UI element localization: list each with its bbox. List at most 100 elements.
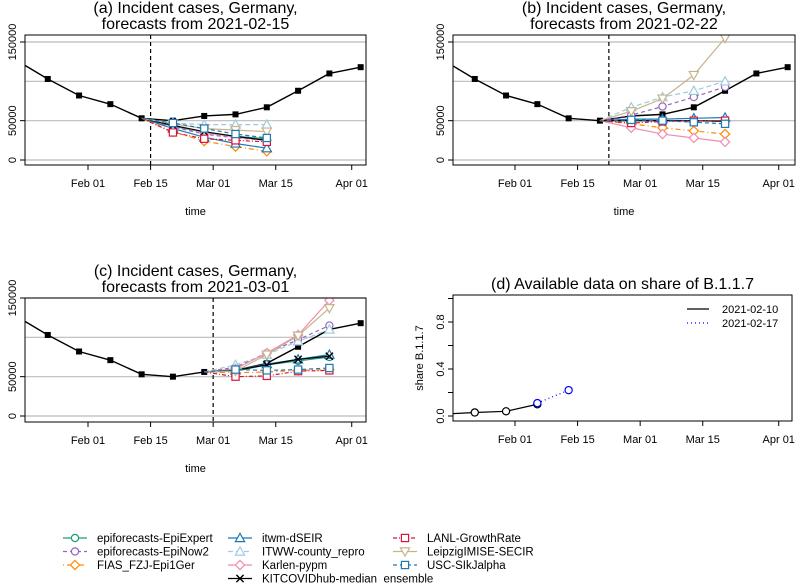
legend-label: 2021-02-17 [722,318,778,330]
data-point [323,304,336,315]
legend-item: USC-SIkJalpha [393,560,506,572]
observed-point [690,104,697,111]
observed-point [295,343,302,350]
observed-point [76,92,83,99]
x-tick-label: Feb 01 [498,178,532,190]
x-tick-label: Mar 15 [259,178,293,190]
legend-label: Karlen-pypm [262,560,327,572]
data-point [657,128,668,140]
y-tick-label: 50000 [435,105,447,136]
observed-point [326,70,333,77]
observed-point [263,104,270,111]
legend-item: itwm-dSEIR [228,532,323,545]
x-tick-label: Apr 01 [336,435,368,447]
observed-point [107,357,114,364]
plot-area [453,35,791,165]
legend-item: ITWW-county_repro [228,545,365,559]
chart-title: (d) Available data on share of B.1.1.7 [491,276,754,293]
x-tick-label: Apr 01 [763,434,795,446]
data-point [656,94,669,105]
series-line [453,403,538,415]
y-tick-label: 150000 [7,280,19,317]
series-line [141,117,267,126]
data-point [689,118,699,127]
data-point [564,385,573,395]
legend-item: epiforecasts-EpiExpert [63,533,213,545]
data-point [720,119,730,129]
data-point [200,124,209,133]
x-tick-label: Feb 15 [133,178,167,190]
y-tick-label: 0.0 [435,408,447,423]
legend-label: LeipzigIMISE-SECIR [427,547,534,559]
x-tick-label: Mar 01 [623,178,657,190]
data-point [688,84,700,95]
y-tick-label: 150000 [7,24,19,61]
observed-point [232,111,239,118]
observed-point [565,115,572,122]
observed-point [138,371,145,378]
data-point [231,365,240,374]
data-point [625,107,637,118]
x-tick-label: Feb 15 [560,434,594,446]
observed-point [201,112,208,119]
legend-label: epiforecasts-EpiExpert [97,533,213,545]
x-tick-label: Mar 15 [259,435,293,447]
x-tick-label: Mar 15 [686,178,720,190]
legend-marker [70,547,80,556]
data-point [262,366,272,375]
data-point [168,128,178,137]
series-Karlen-pypm [599,120,731,148]
plot-area [25,35,364,165]
legend-label: ITWW-county_repro [262,547,365,559]
legend-label: itwm-dSEIR [262,533,323,545]
data-point [501,407,511,416]
series-USC-SIkJalpha [141,117,272,143]
observed-line [25,64,361,122]
x-axis-label: time [614,206,635,218]
series-USC-SIkJalpha [204,363,334,375]
plot-area [453,385,573,417]
data-point [658,116,667,125]
observed-point [784,64,791,71]
data-point [293,355,303,364]
observed-point [44,75,51,82]
chart-title: (a) Incident cases, Germany, [93,0,297,17]
y-tick-label: 150000 [435,24,447,61]
observed-point [107,101,114,108]
x-tick-label: Mar 01 [196,435,230,447]
series-line [537,389,569,404]
series-2021-02-17 [533,385,573,408]
legend-marker [234,532,246,543]
series-line [204,368,330,374]
plot-frame [452,34,796,166]
x-tick-label: Feb 01 [498,434,532,446]
data-point [261,350,273,361]
legend-item: LeipzigIMISE-SECIR [393,547,534,559]
x-axis-label: time [185,463,206,475]
data-point [688,132,700,144]
legend-marker [399,547,411,558]
data-point [231,129,240,139]
legend-marker [400,560,410,570]
panel-d: (d) Available data on share of B.1.1.7 0.… [414,276,795,446]
series-line [204,369,330,378]
data-point [325,352,334,361]
observed-point [76,348,83,355]
chart-title: (c) Incident cases, Germany, [94,263,297,280]
x-axis-label: time [185,206,206,218]
legend-item: FIAS_FZJ-Epi1Ger [63,559,195,572]
series-2021-02-10 [453,400,542,417]
legend-label: FIAS_FZJ-Epi1Ger [97,560,195,572]
chart-title: forecasts from 2021-02-22 [530,16,718,33]
data-point [627,115,636,125]
legend-marker [69,559,81,571]
data-point [470,408,479,417]
y-tick-label: 0 [435,157,447,163]
data-point [720,35,731,44]
observed-point [753,70,760,77]
observed-point [357,320,364,327]
data-point [262,133,272,143]
data-point [261,127,273,138]
panel-c: (c) Incident cases, Germany,forecasts fr… [7,263,368,475]
legend-marker [235,574,245,583]
